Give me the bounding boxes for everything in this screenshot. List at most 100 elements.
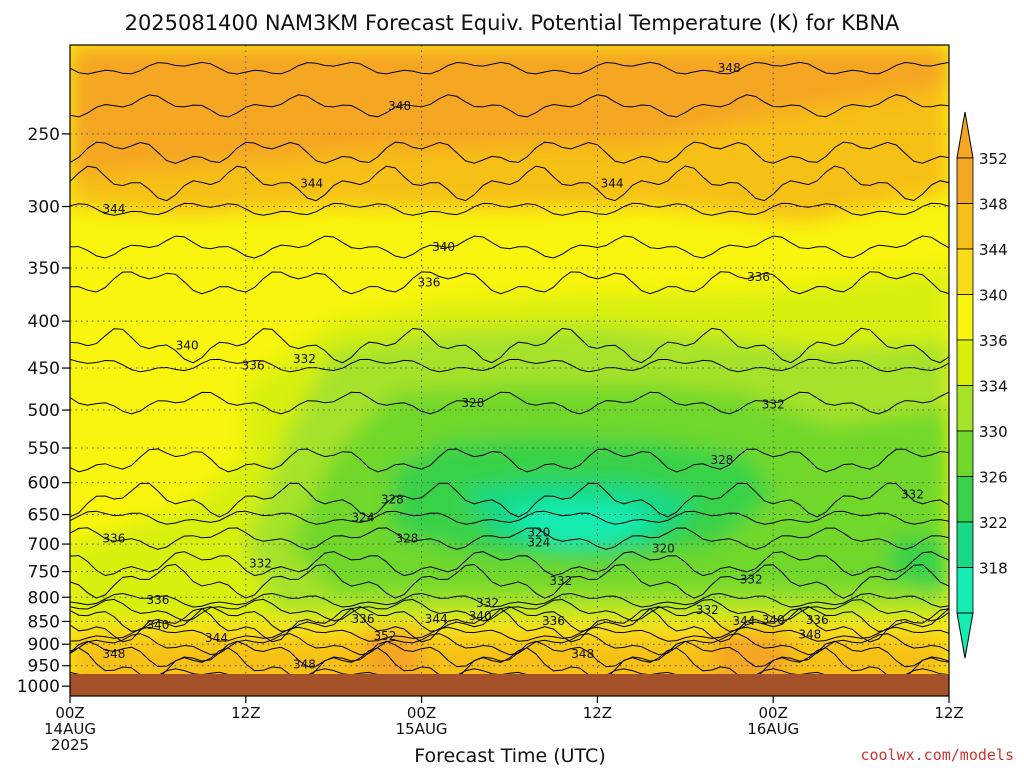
colorbar-label: 322 (979, 514, 1008, 532)
x-axis-title: Forecast Time (UTC) (414, 745, 605, 767)
y-tick-label: 250 (28, 125, 60, 145)
contour-label: 332 (249, 557, 272, 571)
contour-label: 336 (417, 275, 440, 289)
colorbar-top-arrow (956, 111, 974, 159)
contour-line (70, 165, 949, 202)
contour-label: 348 (102, 647, 125, 661)
y-tick-label: 500 (28, 401, 60, 421)
y-tick-label: 350 (28, 259, 60, 279)
contour-label: 332 (762, 397, 785, 411)
contour-label: 336 (747, 270, 770, 284)
contour-label: 340 (432, 240, 455, 254)
colorbar: 352 348 344 340 336 334 330 326 322 318 (956, 111, 1008, 659)
colorbar-swatch (956, 567, 974, 614)
colorbar-label: 352 (979, 150, 1008, 168)
contour-line (70, 327, 949, 364)
contour-label: 348 (571, 647, 594, 661)
contour-label: 340 (176, 338, 199, 352)
y-tick-label: 300 (28, 198, 60, 218)
y-tick-label: 550 (28, 439, 60, 459)
colorbar-swatch (956, 248, 974, 295)
colorbar-bottom-arrow (956, 612, 974, 659)
contour-line (70, 391, 949, 415)
contour-label: 340 (469, 609, 492, 623)
colorbar-label: 348 (979, 196, 1008, 214)
colorbar-label: 318 (979, 560, 1008, 578)
contour-label: 348 (388, 99, 411, 113)
x-tick-label: 12Z (583, 704, 612, 722)
colorbar-swatch (956, 157, 974, 204)
y-tick-label: 400 (28, 312, 60, 332)
colorbar-label: 326 (979, 469, 1008, 487)
contour-line (70, 448, 949, 473)
contour-line (70, 358, 949, 373)
colorbar-label: 334 (979, 378, 1008, 396)
y-tick-label: 1000 (17, 677, 60, 697)
contour-lines (70, 61, 949, 684)
colorbar-swatch (956, 430, 974, 477)
contour-line (70, 607, 949, 643)
contour-label: 340 (762, 613, 785, 627)
y-tick-label: 650 (28, 506, 60, 526)
contour-label: 344 (732, 614, 755, 628)
y-tick-label: 600 (28, 474, 60, 494)
contour-line (70, 563, 949, 599)
contour-label: 344 (102, 202, 125, 216)
y-tick-label: 700 (28, 535, 60, 555)
contour-label: 324 (527, 535, 550, 549)
y-tick-label: 450 (28, 359, 60, 379)
colorbar-swatch (956, 339, 974, 386)
contour-label: 320 (652, 542, 675, 556)
colorbar-swatch (956, 521, 974, 568)
colorbar-label: 330 (979, 423, 1008, 441)
contour-label: 336 (352, 612, 375, 626)
contour-label: 332 (901, 487, 924, 501)
x-tick-label: 00Z (759, 704, 788, 722)
plot-area: 348 348 344 344 344 340 340 336 336 332 336 328 332 3… (70, 45, 949, 696)
contour-line (70, 61, 949, 75)
contour-line (70, 551, 949, 577)
contour-line (70, 482, 949, 518)
x-tick-label: 00Z (55, 704, 84, 722)
contour-line (70, 94, 949, 118)
colorbar-swatch (956, 476, 974, 523)
contour-label: 332 (549, 574, 572, 588)
contour-label: 328 (395, 531, 418, 545)
contour-band (363, 630, 422, 683)
contour-line (70, 626, 949, 642)
contour-label: 340 (146, 618, 169, 632)
contour-band (70, 86, 949, 223)
contour-labels: 348 348 344 344 344 340 340 336 336 332 336 328 332 3… (102, 61, 923, 671)
contour-label: 336 (146, 593, 169, 607)
contour-line (70, 647, 949, 682)
y-tick-label: 850 (28, 612, 60, 632)
contour-label: 336 (806, 613, 829, 627)
credit-text: coolwx.com/models (860, 746, 1014, 764)
contour-line (70, 271, 949, 295)
contour-line (70, 592, 949, 608)
contour-label: 348 (293, 657, 316, 671)
contour-label: 320 (527, 526, 550, 540)
contour-label: 348 (718, 61, 741, 75)
contour-line (70, 510, 949, 525)
contour-label: 344 (300, 176, 323, 190)
contour-label: 336 (242, 358, 265, 372)
ground-surface (70, 674, 949, 696)
contour-label: 332 (293, 352, 316, 366)
y-tick-label: 900 (28, 635, 60, 655)
contour-label: 328 (461, 396, 484, 410)
contour-line (70, 235, 949, 259)
x-tick-label: 2025 (51, 736, 89, 754)
contour-label: 324 (352, 511, 375, 525)
colorbar-swatch (956, 203, 974, 250)
chart-title: 2025081400 NAM3KM Forecast Equiv. Potent… (125, 11, 900, 35)
y-tick-label: 750 (28, 563, 60, 583)
contour-label: 336 (542, 614, 565, 628)
x-tick-label: 14AUG (44, 720, 96, 738)
contour-label: 344 (425, 612, 448, 626)
x-tick-label: 16AUG (747, 720, 799, 738)
y-tick-label: 800 (28, 588, 60, 608)
contour-label: 344 (601, 176, 624, 190)
